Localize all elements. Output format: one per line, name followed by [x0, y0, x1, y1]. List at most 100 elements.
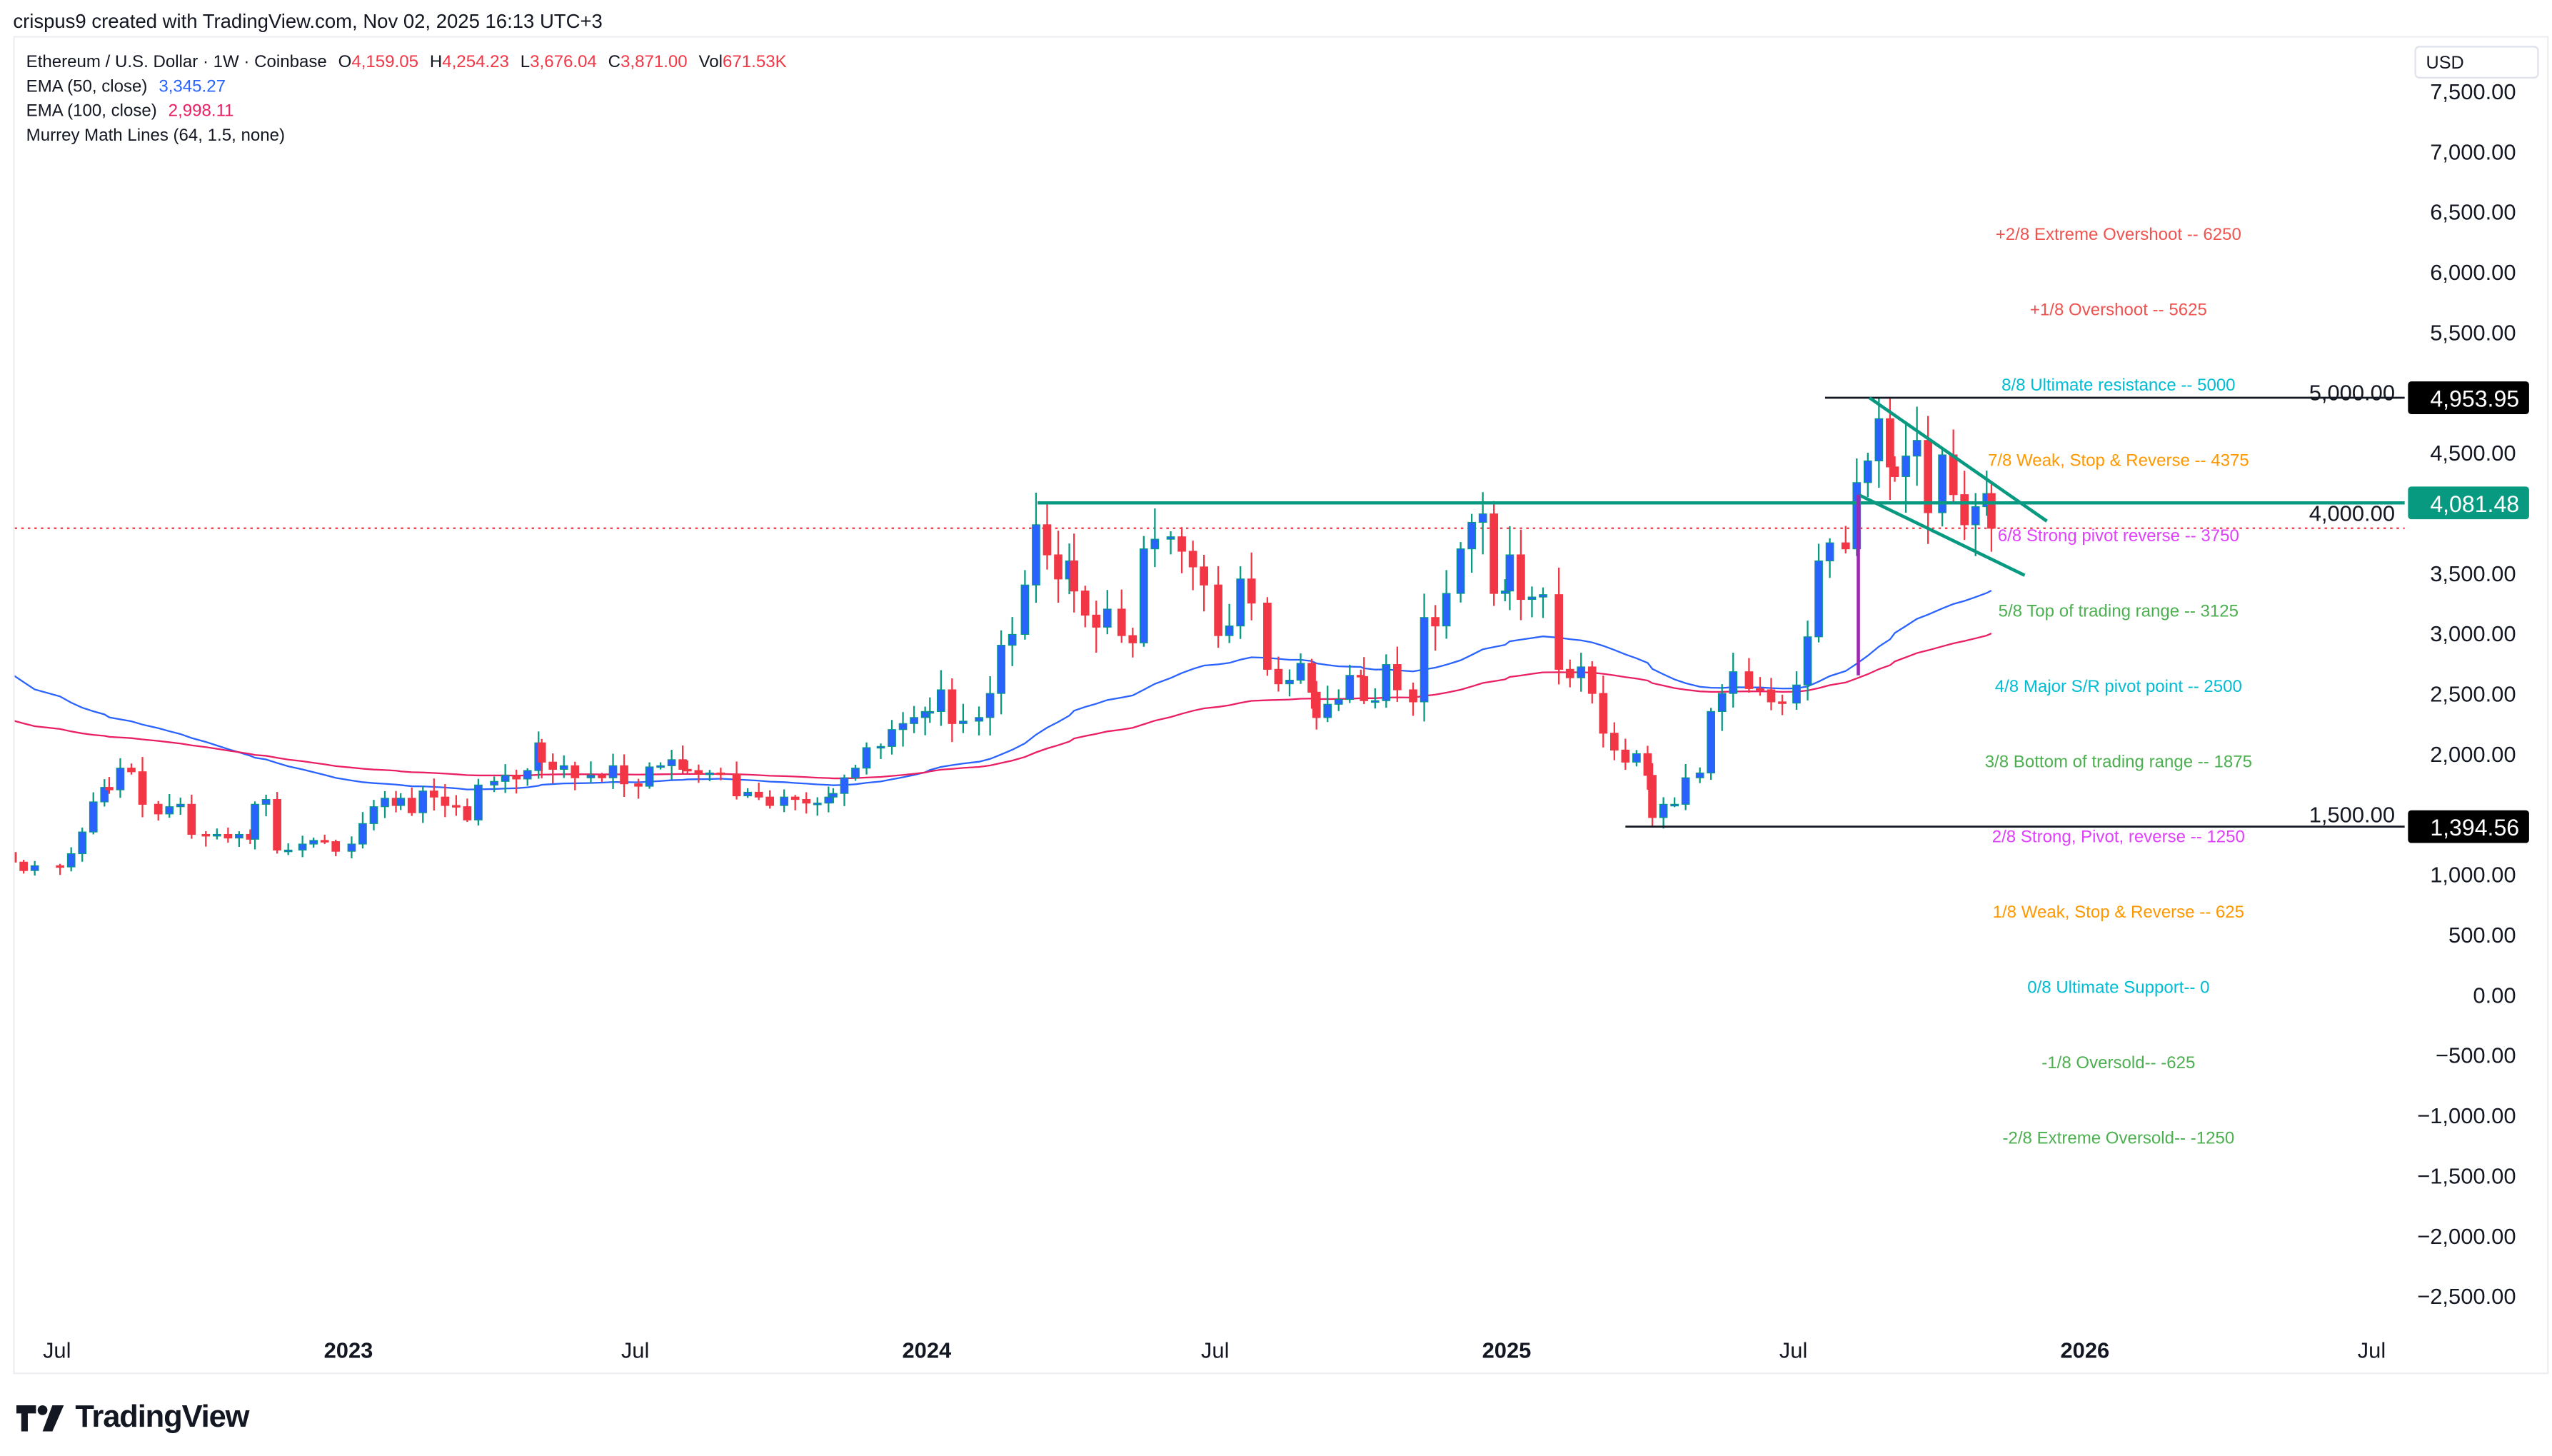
symbol-title[interactable]: Ethereum / U.S. Dollar · 1W · Coinbase: [26, 52, 327, 72]
candle-up: [490, 780, 498, 785]
ema100-legend[interactable]: EMA (100, close) 2,998.11: [26, 100, 793, 124]
y-tick-label: −2,000.00: [2417, 1224, 2516, 1249]
candle-up: [959, 721, 968, 724]
candle-up: [559, 765, 568, 770]
candle-down: [105, 787, 114, 790]
candle-up: [1139, 548, 1148, 643]
candle-down: [1200, 566, 1208, 586]
candle-up: [1323, 703, 1332, 718]
candle-up: [888, 729, 896, 747]
y-tick-label: 7,000.00: [2430, 139, 2516, 164]
candle-down: [1778, 701, 1787, 704]
candle-up: [1825, 542, 1834, 562]
x-tick-label: Jul: [1201, 1338, 1230, 1363]
murrey-level-label: -2/8 Extreme Oversold-- -1250: [2002, 1129, 2234, 1148]
candle-up: [829, 793, 838, 798]
currency-selector[interactable]: USD: [2414, 46, 2539, 79]
murrey-legend[interactable]: Murrey Math Lines (64, 1.5, none): [26, 124, 793, 149]
close-value: 3,871.00: [621, 52, 688, 72]
candle-up: [78, 831, 87, 855]
candle-up: [1370, 700, 1380, 703]
candle-down: [1767, 689, 1776, 703]
candle-up: [780, 796, 789, 806]
y-tick-label: 3,000.00: [2430, 621, 2516, 646]
y-tick-label: −1,500.00: [2417, 1163, 2516, 1188]
murrey-label: Murrey Math Lines (64, 1.5, none): [26, 126, 286, 146]
x-tick-label: 2025: [1482, 1338, 1532, 1363]
y-tick-label: 5,500.00: [2430, 320, 2516, 345]
candle-up: [975, 717, 983, 722]
candle-down: [1360, 676, 1369, 701]
candle-up: [925, 711, 935, 714]
murrey-level-label: 7/8 Weak, Stop & Reverse -- 4375: [1988, 451, 2249, 470]
murrey-level-label: 2/8 Strong, Pivot, reverse -- 1250: [1992, 828, 2245, 847]
candle-up: [235, 833, 243, 839]
close-label: C: [608, 52, 621, 72]
ema50-line: [14, 590, 1992, 790]
logo-text: TradingView: [75, 1400, 249, 1435]
ema50-legend[interactable]: EMA (50, close) 3,345.27: [26, 75, 793, 99]
candle-up: [1296, 663, 1305, 681]
candle-down: [634, 783, 643, 787]
x-tick-label: Jul: [621, 1338, 650, 1363]
ohlc-open: O4,159.05: [338, 52, 418, 71]
candle-down: [1841, 542, 1850, 550]
candle-up: [501, 775, 510, 782]
candle-down: [1117, 608, 1126, 636]
candle-up: [824, 796, 833, 804]
candle-down: [1599, 693, 1608, 734]
candle-down: [1949, 454, 1958, 496]
candle-down: [512, 775, 521, 780]
candle-up: [1729, 671, 1738, 694]
candle-up: [936, 689, 945, 712]
candle-up: [1527, 596, 1537, 601]
candle-down: [1886, 418, 1894, 468]
candle-up: [1478, 513, 1487, 523]
candle-up: [1008, 633, 1017, 646]
flag-trendline: [1857, 493, 2026, 577]
candle-up: [1420, 617, 1429, 703]
candle-up: [840, 777, 849, 794]
candle-up: [813, 803, 822, 805]
symbol-row: Ethereum / U.S. Dollar · 1W · Coinbase O…: [26, 51, 793, 75]
x-tick-label: Jul: [1779, 1338, 1808, 1363]
candle-down: [683, 768, 692, 772]
candle-down: [548, 761, 558, 770]
candle-up: [100, 787, 109, 803]
candle-up: [418, 790, 428, 813]
candle-down: [331, 841, 341, 852]
candle-up: [1150, 538, 1160, 550]
flag-trendline: [1868, 396, 2048, 523]
candle-down: [1307, 663, 1316, 693]
candle-up: [1577, 666, 1586, 678]
candle-down: [19, 861, 28, 871]
candle-up: [116, 768, 125, 790]
candle-up: [176, 803, 185, 808]
candle-up: [1236, 578, 1245, 627]
candle-down: [1092, 614, 1101, 628]
candle-down: [223, 833, 233, 839]
chart-frame[interactable]: [13, 36, 2549, 1375]
candle-up: [743, 791, 752, 797]
candle-up: [1225, 626, 1234, 636]
candle-down: [1054, 554, 1063, 580]
y-tick-label: 1,500.00: [2309, 802, 2395, 827]
plot-area[interactable]: +2/8 Extreme Overshoot -- 6250 +1/8 Overs…: [9, 225, 2405, 1148]
ohlc-volume: Vol671.53K: [699, 52, 787, 71]
candle-up: [608, 765, 618, 778]
candle-down: [1263, 602, 1272, 670]
candle-up: [251, 803, 259, 840]
candle-up: [1032, 524, 1040, 586]
candle-up: [261, 799, 271, 805]
y-tick-label: 6,500.00: [2430, 200, 2516, 225]
ema50-value: 3,345.27: [159, 76, 226, 97]
candle-up: [1500, 591, 1509, 594]
ohlc-high: H4,254.23: [430, 52, 509, 71]
candle-up: [1971, 506, 1980, 526]
candle-up: [1102, 608, 1112, 628]
tradingview-logo[interactable]: TradingView: [16, 1400, 250, 1436]
candle-up: [165, 806, 174, 815]
candle-down: [1987, 493, 1996, 529]
candle-up: [1707, 711, 1716, 774]
